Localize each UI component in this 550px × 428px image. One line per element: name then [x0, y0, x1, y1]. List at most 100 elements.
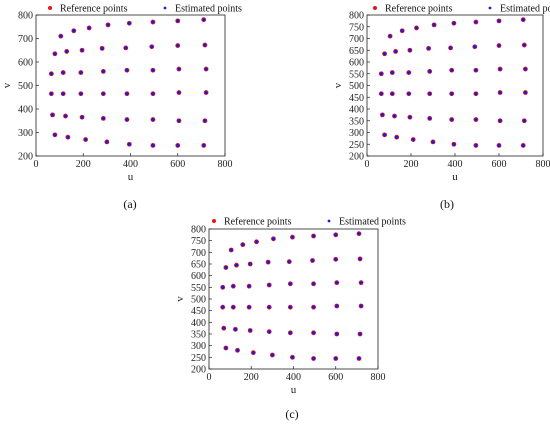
estimated-point — [235, 348, 240, 352]
y-tick-label: 800 — [191, 225, 206, 236]
x-tick-label: 0 — [207, 372, 212, 383]
x-tick-label: 600 — [170, 159, 185, 170]
estimated-point — [177, 119, 181, 123]
estimated-point — [267, 283, 271, 287]
estimated-point — [334, 356, 338, 361]
x-tick-label: 200 — [404, 159, 419, 170]
estimated-point — [383, 133, 387, 137]
y-tick-label: 700 — [191, 248, 206, 259]
plot-frame — [208, 228, 379, 370]
estimated-point — [224, 265, 228, 270]
estimated-point — [428, 92, 432, 96]
y-tick-label: 700 — [18, 34, 33, 45]
x-axis-label: u — [452, 171, 458, 183]
estimated-point — [521, 18, 525, 22]
estimated-point — [400, 29, 404, 33]
estimated-point — [414, 26, 419, 30]
estimated-point — [523, 90, 528, 95]
estimated-point — [452, 142, 456, 146]
x-tick-label: 800 — [218, 159, 233, 170]
y-tick-label: 350 — [349, 116, 364, 127]
estimated-point — [358, 257, 362, 261]
y-axis-label: v — [332, 82, 344, 88]
estimated-point — [311, 305, 316, 309]
estimated-point — [408, 48, 412, 52]
estimated-point — [450, 117, 454, 122]
estimated-point — [66, 135, 70, 139]
estimated-point — [335, 304, 339, 308]
estimated-point — [80, 48, 84, 52]
estimated-point — [388, 34, 392, 38]
y-axis-label: v — [174, 296, 186, 302]
estimated-point — [248, 262, 252, 266]
estimated-point — [204, 90, 208, 95]
x-tick-label: 400 — [448, 159, 463, 170]
estimated-point — [288, 282, 292, 286]
estimated-point — [101, 69, 105, 73]
estimated-point — [229, 248, 233, 252]
legend-estimated-label: Estimated points — [339, 217, 406, 228]
estimated-point — [431, 140, 435, 144]
estimated-point — [125, 117, 129, 122]
x-axis-label: u — [128, 171, 134, 183]
estimated-point — [357, 356, 361, 361]
legend-reference-marker — [212, 219, 216, 223]
estimated-point — [392, 114, 397, 118]
estimated-point — [379, 92, 383, 96]
estimated-point — [101, 92, 105, 96]
estimated-point — [49, 72, 53, 76]
legend-estimated-label: Estimated points — [175, 4, 242, 15]
estimated-point — [358, 332, 362, 336]
y-tick-label: 200 — [191, 365, 206, 376]
estimated-point — [124, 46, 128, 50]
estimated-point — [523, 67, 528, 71]
estimated-point — [105, 140, 109, 144]
x-tick-label: 400 — [123, 159, 138, 170]
estimated-point — [290, 355, 295, 359]
y-tick-label: 300 — [349, 128, 364, 139]
y-tick-label: 800 — [349, 11, 364, 22]
y-tick-label: 600 — [349, 58, 364, 69]
estimated-point — [497, 19, 501, 23]
estimated-point — [106, 23, 110, 27]
legend-estimated-marker — [488, 6, 492, 10]
y-tick-label: 750 — [349, 22, 364, 33]
panel-caption: (a) — [123, 197, 136, 211]
panel-caption: (b) — [440, 197, 454, 211]
estimated-point — [288, 331, 292, 335]
estimated-point — [432, 23, 436, 27]
legend-reference-label: Reference points — [60, 4, 128, 15]
legend-reference-label: Reference points — [224, 217, 292, 228]
y-tick-label: 500 — [349, 81, 364, 92]
estimated-point — [287, 260, 291, 264]
estimated-point — [271, 237, 276, 241]
estimated-point — [176, 19, 180, 23]
y-tick-label: 450 — [349, 93, 364, 104]
estimated-point — [79, 70, 83, 75]
estimated-point — [450, 68, 454, 72]
estimated-point — [53, 52, 57, 56]
estimated-point — [61, 70, 65, 75]
x-tick-label: 600 — [328, 372, 343, 383]
estimated-point — [383, 52, 387, 56]
panel-a: 0 200 400 600 800200300400500600700800uvRefe… — [1, 4, 242, 212]
estimated-point — [231, 284, 235, 288]
estimated-point — [79, 92, 83, 96]
estimated-point — [203, 119, 207, 123]
y-tick-label: 800 — [18, 11, 33, 22]
estimated-point — [247, 284, 251, 288]
estimated-point — [335, 281, 339, 285]
estimated-point — [87, 26, 91, 30]
y-tick-label: 650 — [349, 46, 364, 57]
estimated-point — [310, 258, 315, 263]
estimated-point — [151, 117, 155, 122]
estimated-point — [254, 240, 259, 244]
estimated-point — [450, 92, 454, 96]
panel-c: 0 200 400 600 800200250300350400450500550600… — [174, 217, 406, 422]
y-tick-label: 250 — [191, 353, 206, 364]
y-tick-label: 350 — [191, 330, 206, 341]
estimated-point — [267, 305, 271, 309]
estimated-point — [234, 263, 239, 267]
estimated-point — [474, 68, 478, 72]
